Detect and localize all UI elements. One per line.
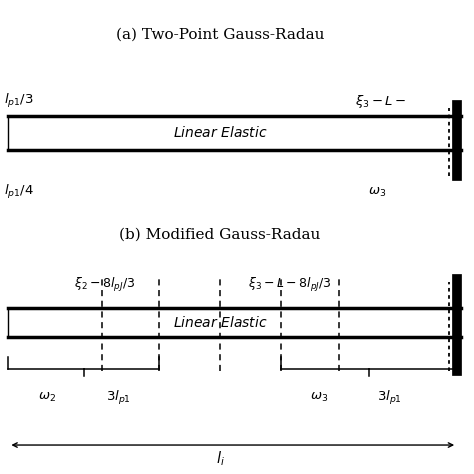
Text: $\mathit{Linear\ Elastic}$: $\mathit{Linear\ Elastic}$ [173,126,267,140]
Text: $\omega_2$: $\omega_2$ [37,391,55,404]
Text: $\omega_3$: $\omega_3$ [368,186,386,199]
Text: (a) Two-Point Gauss-Radau: (a) Two-Point Gauss-Radau [116,27,324,41]
Text: (b) Modified Gauss-Radau: (b) Modified Gauss-Radau [119,228,321,241]
Text: $3l_{p1}$: $3l_{p1}$ [106,389,131,407]
Text: $l_{p1}/4$: $l_{p1}/4$ [4,183,34,201]
Text: $\xi_2 - 8l_{pJ}/3$: $\xi_2 - 8l_{pJ}/3$ [74,276,136,294]
Text: $\xi_3 - L -$: $\xi_3 - L -$ [356,92,407,109]
Text: $l_{p1}/3$: $l_{p1}/3$ [4,92,34,110]
Text: $\xi_3 - L - 8l_{pJ}/3$: $\xi_3 - L - 8l_{pJ}/3$ [247,276,331,294]
Text: $l_i$: $l_i$ [216,449,225,467]
Text: $\omega_3$: $\omega_3$ [310,391,328,404]
Text: $\mathit{Linear\ Elastic}$: $\mathit{Linear\ Elastic}$ [173,315,267,330]
Text: $3l_{p1}$: $3l_{p1}$ [377,389,402,407]
